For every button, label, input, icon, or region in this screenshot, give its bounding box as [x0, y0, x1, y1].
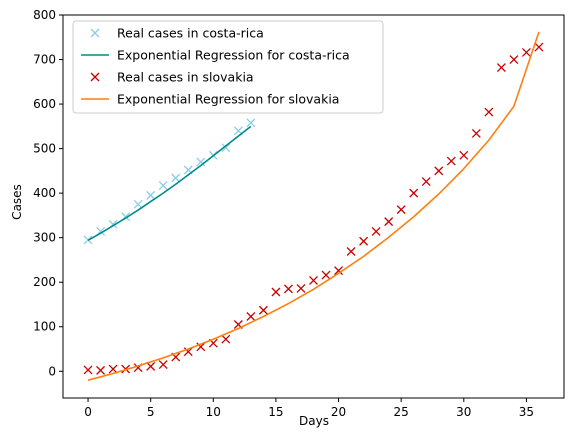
- x-tick-label-7: 35: [519, 405, 534, 419]
- data-point-2-19: [321, 270, 331, 280]
- y-tick-label-5: 500: [33, 142, 56, 156]
- y-tick-label-7: 700: [33, 53, 56, 67]
- data-point-2-21: [346, 247, 356, 256]
- data-point-2-18: [309, 275, 318, 285]
- data-point-2-6: [158, 360, 168, 370]
- series-line-1: [87, 125, 252, 242]
- data-point-0-9: [196, 157, 206, 167]
- data-point-2-17: [296, 283, 306, 293]
- legend: Real cases in costa-rica Exponential Regr…: [72, 20, 384, 114]
- data-point-2-20: [334, 266, 344, 276]
- y-tick-label-6: 600: [33, 97, 56, 111]
- data-point-2-30: [459, 150, 469, 160]
- data-point-2-25: [396, 205, 406, 215]
- data-point-2-9: [196, 342, 206, 352]
- data-point-2-13: [246, 312, 256, 321]
- data-point-2-8: [183, 347, 193, 357]
- legend-handle-0: [90, 28, 100, 38]
- data-point-2-16: [283, 284, 293, 294]
- data-point-2-32: [484, 107, 494, 117]
- x-tick-label-2: 10: [206, 405, 221, 419]
- legend-handle-2: [90, 72, 100, 82]
- data-point-2-15: [271, 287, 281, 297]
- x-axis-label: Days: [299, 414, 329, 428]
- x-tick-label-0: 0: [84, 405, 92, 419]
- data-point-2-27: [421, 177, 431, 187]
- x-tick-label-4: 20: [331, 405, 346, 419]
- data-point-2-31: [471, 129, 481, 138]
- legend-label-3: Exponential Regression for slovakia: [117, 92, 339, 107]
- y-tick-label-2: 200: [33, 275, 56, 289]
- x-tick-label-1: 5: [147, 405, 155, 419]
- data-point-0-6: [158, 181, 168, 191]
- legend-box: [72, 20, 384, 114]
- data-point-2-1: [96, 365, 106, 375]
- x-tick-label-5: 25: [394, 405, 409, 419]
- plot-frame: [62, 14, 565, 399]
- legend-label-2: Real cases in slovakia: [117, 70, 254, 85]
- y-tick-label-1: 100: [33, 320, 56, 334]
- y-tick-label-8: 800: [33, 8, 56, 22]
- data-point-2-34: [509, 55, 519, 64]
- legend-label-0: Real cases in costa-rica: [117, 26, 264, 41]
- data-point-2-28: [434, 166, 444, 176]
- data-point-0-5: [146, 190, 156, 200]
- data-point-2-5: [146, 361, 156, 371]
- x-tick-label-6: 30: [456, 405, 471, 419]
- data-point-2-35: [521, 47, 531, 57]
- axes: 0 5 10 15 20 25 30 35 0 100 200 300 400 500 600 700 800: [33, 8, 565, 419]
- data-point-2-22: [359, 236, 369, 246]
- data-point-0-11: [221, 143, 231, 153]
- data-point-2-0: [83, 365, 93, 375]
- data-point-2-23: [371, 226, 381, 236]
- data-point-2-36: [534, 42, 544, 52]
- y-tick-label-3: 300: [33, 231, 56, 245]
- y-tick-label-0: 0: [48, 364, 56, 378]
- y-tick-label-4: 400: [33, 186, 56, 200]
- series-line-3: [87, 31, 540, 381]
- legend-label-1: Exponential Regression for costa-rica: [117, 48, 350, 63]
- data-point-2-26: [409, 188, 419, 198]
- chart-marks: [83, 31, 544, 381]
- data-point-2-11: [221, 334, 231, 344]
- data-point-2-24: [384, 217, 394, 227]
- data-point-0-7: [171, 173, 181, 183]
- data-point-0-13: [246, 118, 256, 128]
- data-point-2-14: [258, 305, 268, 315]
- data-point-2-2: [108, 364, 118, 374]
- data-point-2-33: [496, 63, 506, 73]
- x-tick-label-3: 15: [268, 405, 283, 419]
- data-point-2-29: [446, 156, 456, 166]
- y-axis-label: Cases: [10, 184, 24, 220]
- data-point-0-4: [133, 199, 143, 209]
